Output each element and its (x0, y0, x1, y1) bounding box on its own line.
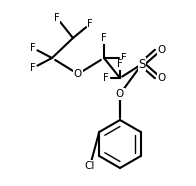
Text: O: O (74, 69, 82, 79)
Text: F: F (101, 33, 107, 43)
Text: F: F (121, 53, 127, 63)
Text: F: F (30, 63, 36, 73)
Text: O: O (158, 45, 166, 55)
Text: Cl: Cl (85, 161, 95, 171)
Text: O: O (158, 73, 166, 83)
Text: S: S (138, 57, 146, 70)
Text: O: O (116, 89, 124, 99)
Text: F: F (30, 43, 36, 53)
Text: F: F (117, 59, 123, 69)
Text: F: F (87, 19, 93, 29)
Text: F: F (103, 73, 109, 83)
Text: F: F (54, 13, 60, 23)
